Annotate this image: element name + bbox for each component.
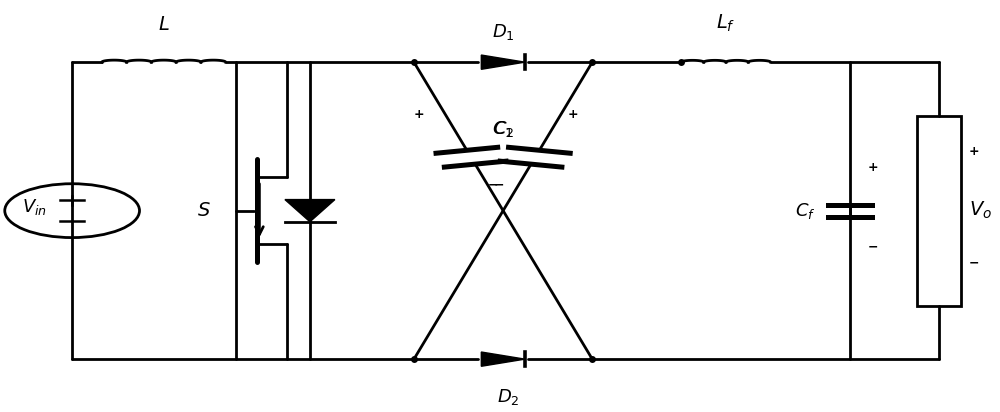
Text: $L_f$: $L_f$ bbox=[716, 13, 736, 35]
Text: +: + bbox=[868, 161, 878, 174]
Text: $V_o$: $V_o$ bbox=[969, 200, 992, 221]
Text: $D_2$: $D_2$ bbox=[497, 387, 519, 407]
Text: +: + bbox=[969, 145, 979, 158]
Text: +: + bbox=[414, 108, 424, 121]
Text: +: + bbox=[568, 108, 579, 121]
Polygon shape bbox=[481, 352, 525, 366]
Text: −: − bbox=[969, 256, 979, 269]
Polygon shape bbox=[285, 199, 335, 222]
Text: $C_f$: $C_f$ bbox=[795, 201, 815, 221]
Text: $V_{in}$: $V_{in}$ bbox=[22, 197, 47, 217]
Text: $C_2$: $C_2$ bbox=[493, 119, 514, 140]
Polygon shape bbox=[481, 55, 525, 69]
Text: −: − bbox=[494, 179, 504, 192]
Text: $S$: $S$ bbox=[197, 201, 211, 220]
Text: −: − bbox=[488, 179, 498, 192]
Bar bbox=[917, 116, 961, 306]
Text: −: − bbox=[868, 240, 878, 253]
Text: $C_1$: $C_1$ bbox=[492, 119, 514, 140]
Text: $D_1$: $D_1$ bbox=[492, 22, 514, 42]
Text: $L$: $L$ bbox=[158, 16, 170, 35]
